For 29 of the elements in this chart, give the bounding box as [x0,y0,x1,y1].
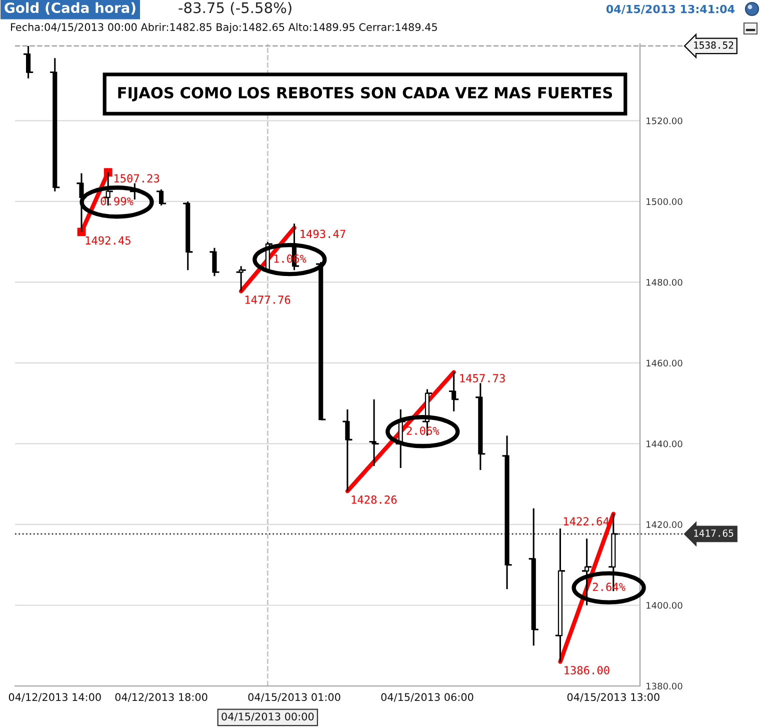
data-label: 1507.23 [114,174,160,183]
data-label: 1477.76 [245,296,290,304]
ref-line-label: 1417.65 [694,529,734,537]
y-tick-label: 1420.00 [646,521,682,528]
text: 04/15/2013 13:41:04 [606,4,734,14]
data-label: 1428.26 [352,495,397,504]
data-label: 1422.64 [564,517,609,526]
data-label: 1493.47 [300,230,346,238]
x-tick-label: 04/12/2013 18:00 [115,693,208,702]
y-tick-label: 1440.00 [646,440,682,448]
annotation: FIJAOS COMO LOS REBOTES SON CADA VEZ MAS FUERTES [118,86,612,102]
data-label: 1386.00 [564,666,610,674]
chart-title: Gold (Cada hora) [4,2,136,15]
chart-subtitle: Fecha:04/15/2013 00:00 Abrir:1482.85 Bajo:1482.65 Alto:1489.95 Cerrar:1489.45 [11,22,437,34]
data-label: 1457.73 [460,374,505,382]
x-tick-label: 04/15/2013 06:00 [381,693,474,702]
y-tick-label: 1400.00 [646,602,682,609]
x-tick-label: 04/12/2013 14:00 [8,693,101,702]
x-tick-label: 04/15/2013 01:00 [248,693,340,702]
x-tick-label: 04/15/2013 00:00 [222,712,314,722]
text: -83.75 (-5.58%) [178,2,292,15]
ref-line-label: 1538.52 [694,41,734,49]
data-label: 1492.45 [86,236,130,245]
y-tick-label: 1500.00 [646,198,682,206]
y-tick-label: 1460.00 [646,360,682,367]
y-tick-label: 1380.00 [646,682,682,690]
y-tick-label: 1520.00 [646,117,682,124]
y-tick-label: 1480.00 [646,278,682,286]
x-tick-label: 04/15/2013 13:00 [567,693,660,702]
